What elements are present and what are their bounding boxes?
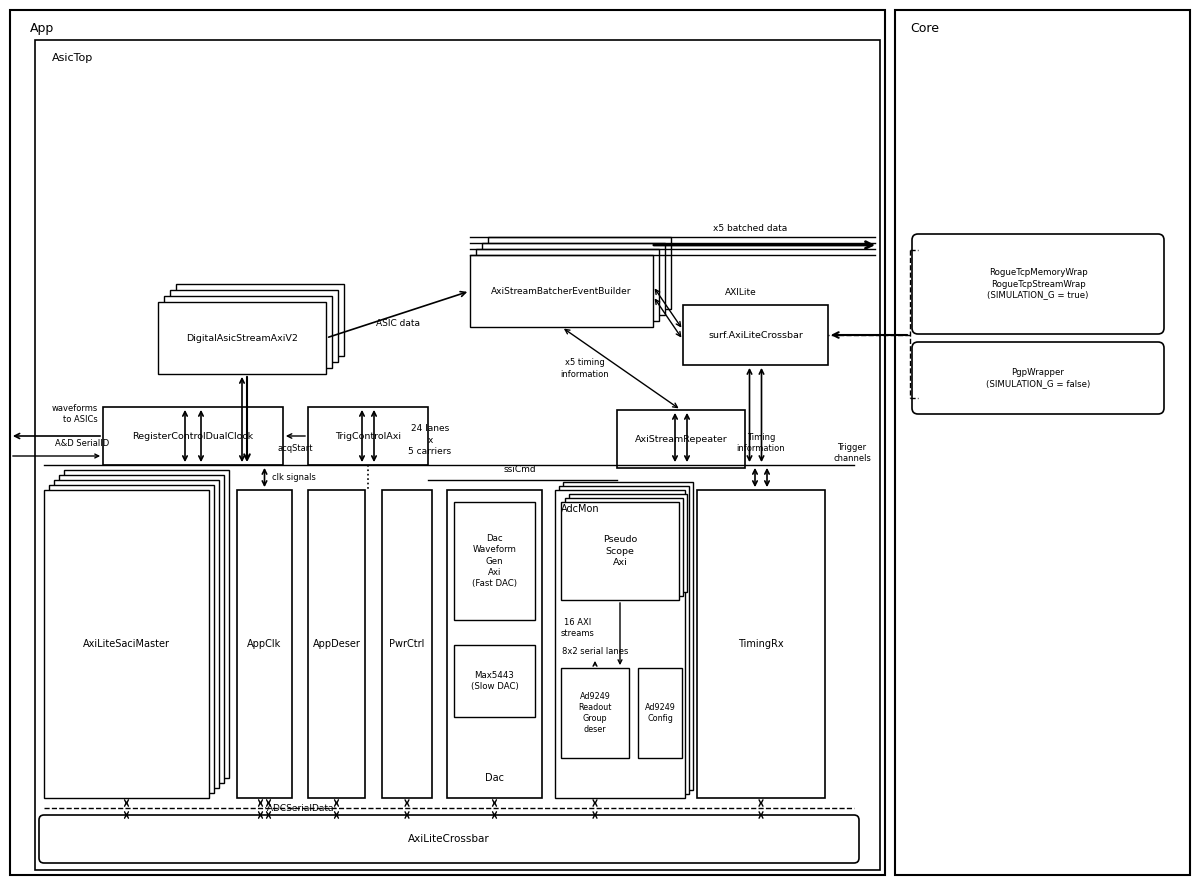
Bar	[454, 645, 535, 717]
Bar	[569, 494, 686, 592]
Text: TimingRx: TimingRx	[738, 639, 784, 649]
Text: AppClk: AppClk	[247, 639, 282, 649]
Bar	[54, 480, 220, 788]
Text: ssiCmd: ssiCmd	[504, 465, 536, 474]
Bar	[170, 290, 338, 362]
FancyBboxPatch shape	[912, 342, 1164, 414]
Text: Dac: Dac	[485, 773, 504, 783]
Bar	[562, 668, 629, 758]
Bar	[35, 40, 880, 870]
Text: Max5443
(Slow DAC): Max5443 (Slow DAC)	[470, 671, 518, 691]
Text: acqStart: acqStart	[277, 444, 313, 453]
Bar	[563, 482, 694, 790]
Text: surf.AxiLiteCrossbar: surf.AxiLiteCrossbar	[708, 330, 803, 339]
FancyBboxPatch shape	[38, 815, 859, 863]
Text: 24 lanes
x
5 carriers: 24 lanes x 5 carriers	[408, 424, 451, 456]
Bar	[103, 407, 283, 465]
Text: Ad9249
Readout
Group
deser: Ad9249 Readout Group deser	[578, 692, 612, 734]
Text: RogueTcpMemoryWrap
RogueTcpStreamWrap
(SIMULATION_G = true): RogueTcpMemoryWrap RogueTcpStreamWrap (S…	[988, 268, 1088, 299]
Bar	[895, 10, 1190, 875]
Bar	[176, 284, 344, 356]
Text: Timing
information: Timing information	[737, 433, 785, 453]
Text: Ad9249
Config: Ad9249 Config	[644, 703, 676, 723]
Bar	[308, 407, 428, 465]
Bar	[10, 10, 886, 875]
Text: AxiStreamRepeater: AxiStreamRepeater	[635, 434, 727, 443]
FancyBboxPatch shape	[912, 234, 1164, 334]
Bar	[617, 410, 745, 468]
Text: Trigger
channels: Trigger channels	[833, 443, 871, 463]
Text: TrigControlAxi: TrigControlAxi	[335, 432, 401, 440]
Text: Pseudo
Scope
Axi: Pseudo Scope Axi	[602, 535, 637, 567]
Bar	[562, 502, 679, 600]
Bar	[697, 490, 826, 798]
Bar	[638, 668, 682, 758]
Text: x5 batched data: x5 batched data	[713, 224, 787, 233]
Text: AdcMon: AdcMon	[562, 504, 600, 514]
Text: ASIC data: ASIC data	[376, 319, 420, 328]
Bar	[476, 249, 659, 321]
Text: PwrCtrl: PwrCtrl	[389, 639, 425, 649]
Bar	[308, 490, 365, 798]
Bar	[59, 475, 224, 783]
Text: 8x2 serial lanes: 8x2 serial lanes	[562, 647, 628, 656]
Text: waveforms
to ASICs: waveforms to ASICs	[52, 404, 98, 424]
Text: 16 AXI
streams: 16 AXI streams	[562, 618, 595, 638]
Text: AxiLiteCrossbar: AxiLiteCrossbar	[408, 834, 490, 844]
Bar	[683, 305, 828, 365]
Bar	[158, 302, 326, 374]
Text: DigitalAsicStreamAxiV2: DigitalAsicStreamAxiV2	[186, 334, 298, 343]
Bar	[446, 490, 542, 798]
Text: ·ADCSerialData·: ·ADCSerialData·	[264, 804, 336, 813]
Bar	[238, 490, 292, 798]
Bar	[164, 296, 332, 368]
Text: A&D SerialID: A&D SerialID	[55, 439, 109, 448]
Bar	[49, 485, 214, 793]
Text: RegisterControlDualClock: RegisterControlDualClock	[132, 432, 253, 440]
Bar	[44, 490, 209, 798]
Bar	[382, 490, 432, 798]
Text: x5 timing
information: x5 timing information	[560, 359, 610, 378]
Text: AxiStreamBatcherEventBuilder: AxiStreamBatcherEventBuilder	[491, 287, 631, 296]
Bar	[554, 490, 685, 798]
Bar	[454, 502, 535, 620]
Text: AXILite: AXILite	[725, 288, 756, 297]
Text: App: App	[30, 22, 54, 35]
Text: AsicTop: AsicTop	[52, 53, 94, 63]
Text: Dac
Waveform
Gen
Axi
(Fast DAC): Dac Waveform Gen Axi (Fast DAC)	[472, 535, 517, 588]
Bar	[488, 237, 671, 309]
Text: PgpWrapper
(SIMULATION_G = false): PgpWrapper (SIMULATION_G = false)	[986, 368, 1090, 388]
Bar	[64, 470, 229, 778]
Text: clk signals: clk signals	[272, 473, 317, 482]
Text: AxiLiteSaciMaster: AxiLiteSaciMaster	[83, 639, 170, 649]
Bar	[565, 498, 683, 596]
Bar	[482, 243, 665, 315]
Text: AppDeser: AppDeser	[312, 639, 360, 649]
Text: Core: Core	[910, 22, 940, 35]
Bar	[470, 255, 653, 327]
Bar	[559, 486, 689, 794]
